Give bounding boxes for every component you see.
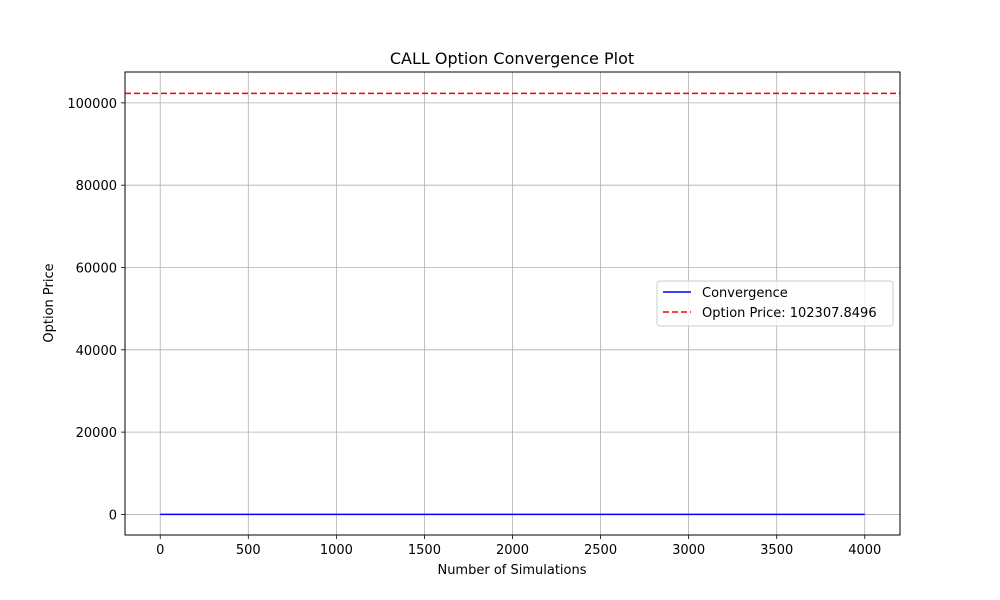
y-tick-label: 100000	[67, 97, 117, 112]
legend: Convergence Option Price: 102307.8496	[656, 280, 894, 327]
y-axis-label: Option Price	[42, 263, 57, 342]
x-tick-label: 3000	[672, 543, 705, 558]
x-tick-label: 3500	[760, 543, 793, 558]
x-axis: 0 500 1000 1500 2000 2500 3000 3500 4000	[156, 535, 881, 558]
x-tick-label: 0	[156, 543, 164, 558]
y-tick-label: 80000	[76, 179, 117, 194]
x-axis-label: Number of Simulations	[437, 563, 586, 578]
y-tick-label: 20000	[76, 426, 117, 441]
x-tick-label: 1000	[320, 543, 353, 558]
y-axis: 0 20000 40000 60000 80000 100000	[67, 97, 125, 523]
x-tick-label: 500	[236, 543, 261, 558]
x-tick-label: 4000	[848, 543, 881, 558]
y-tick-label: 60000	[76, 261, 117, 276]
series-layer	[125, 92, 900, 516]
y-tick-label: 0	[109, 508, 117, 523]
legend-label-option-price: Option Price: 102307.8496	[702, 306, 877, 321]
x-tick-label: 2000	[496, 543, 529, 558]
x-tick-label: 1500	[408, 543, 441, 558]
y-tick-label: 40000	[76, 344, 117, 359]
legend-box	[656, 280, 894, 327]
chart-title: CALL Option Convergence Plot	[390, 49, 634, 68]
x-tick-label: 2500	[584, 543, 617, 558]
legend-label-convergence: Convergence	[702, 286, 788, 301]
